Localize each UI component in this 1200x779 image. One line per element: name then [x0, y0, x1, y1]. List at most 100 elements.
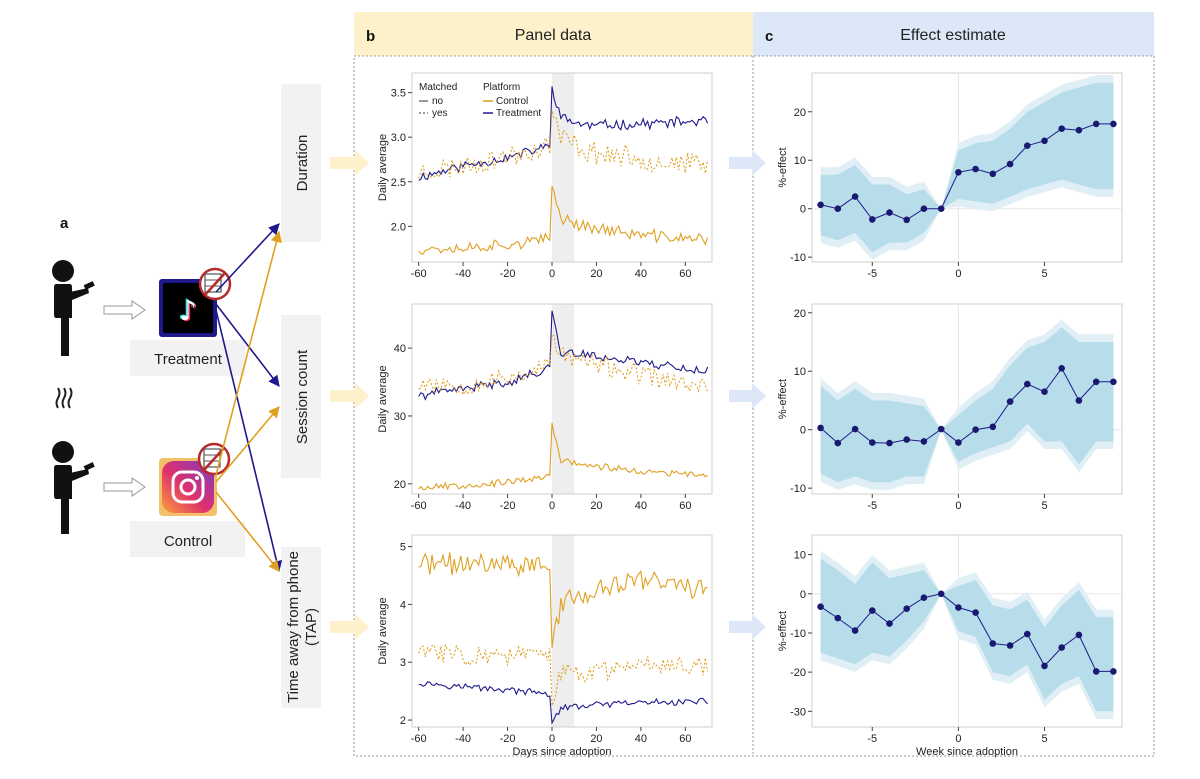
x-tick-label: -20 — [500, 500, 516, 512]
estimate-point — [1041, 137, 1048, 145]
x-tick-label: 60 — [679, 268, 691, 280]
y-tick-label: 20 — [394, 479, 406, 491]
estimate-point — [869, 607, 876, 614]
x-tick-label: 0 — [955, 268, 961, 280]
legend-yes-label: yes — [432, 108, 448, 119]
panel-b-header: Panel data — [515, 27, 592, 44]
panel-c-header: Effect estimate — [900, 27, 1006, 44]
y-tick-label: 4 — [400, 599, 406, 611]
estimate-point — [869, 216, 876, 223]
estimate-point — [1110, 120, 1117, 128]
y-tick-label: 10 — [794, 550, 806, 562]
series-line-control-matched — [418, 110, 709, 179]
estimate-point — [851, 425, 859, 433]
estimate-point — [1041, 662, 1048, 670]
estimate-point — [989, 423, 997, 431]
svg-text:♪: ♪ — [179, 294, 197, 327]
legend-treatment-label: Treatment — [496, 108, 541, 119]
y-tick-label: 40 — [394, 343, 406, 355]
ci-ribbon-inner — [820, 82, 1114, 253]
outcome-tap-label-1: Time away from phone — [285, 551, 302, 703]
outcome-box-tap — [281, 547, 321, 708]
adoption-window-shade — [552, 535, 575, 727]
estimate-point — [903, 436, 910, 443]
x-tick-label: 20 — [590, 733, 602, 745]
y-tick-label: 3 — [400, 657, 406, 669]
estimate-point — [851, 193, 859, 200]
estimate-point — [886, 620, 893, 627]
x-tick-label: -40 — [455, 500, 471, 512]
outcome-session-label: Session count — [294, 349, 311, 444]
x-tick-label: -40 — [455, 733, 471, 745]
estimate-point — [920, 205, 928, 212]
estimate-point — [937, 425, 945, 433]
y-tick-label: 0 — [800, 204, 806, 216]
no-tap-badge-icon — [198, 267, 232, 301]
x-tick-label: 20 — [590, 268, 602, 280]
x-tick-label: 5 — [1041, 733, 1047, 745]
series-line-control-matched — [418, 643, 709, 706]
x-tick-label: -60 — [411, 733, 427, 745]
y-tick-label: -20 — [790, 667, 806, 679]
x-axis-label: Week since adoption — [916, 746, 1018, 758]
x-tick-label: -60 — [411, 500, 427, 512]
x-tick-label: 5 — [1041, 268, 1047, 280]
y-tick-label: -10 — [790, 483, 806, 495]
estimate-point — [1058, 365, 1065, 372]
y-axis-label: %-effect — [777, 379, 789, 419]
estimate-point — [817, 603, 824, 610]
x-tick-label: 0 — [549, 268, 555, 280]
estimate-point — [1075, 397, 1083, 404]
estimate-point — [903, 216, 910, 224]
y-tick-label: 5 — [400, 542, 406, 554]
svg-text:♪: ♪ — [181, 295, 199, 328]
series-line-control-matched — [418, 333, 709, 397]
control-arrows — [215, 230, 282, 572]
chart-tap-effect: -5 0 5 -30 -20 -10 0 10 %-effect Week since adopt… — [777, 534, 1123, 758]
treatment-label-box — [130, 340, 245, 376]
legend-no-label: no — [432, 96, 444, 107]
estimate-point — [1092, 378, 1100, 386]
x-tick-label: 40 — [635, 500, 647, 512]
estimate-point — [1092, 120, 1100, 128]
series-line-control-unmatched — [418, 186, 709, 255]
estimate-point — [1024, 630, 1031, 638]
adoption-window-shade — [552, 304, 575, 494]
estimate-point — [972, 426, 979, 434]
estimate-point — [869, 439, 876, 446]
estimate-point — [1006, 160, 1014, 168]
panel-c-letter: c — [765, 28, 773, 45]
series-line-control-unmatched — [418, 552, 708, 648]
estimate-point — [1110, 378, 1117, 386]
estimate-point — [972, 609, 979, 616]
legend: Matched no yes Platform Control Treatmen… — [419, 82, 541, 119]
y-axis-label: %-effect — [777, 611, 789, 651]
estimate-point — [851, 627, 859, 634]
treatment-label: Treatment — [154, 351, 223, 368]
estimate-point — [937, 205, 945, 212]
similarity-icon — [55, 387, 73, 409]
treatment-arrows — [215, 223, 283, 573]
x-tick-label: 5 — [1041, 500, 1047, 512]
y-axis-label: Daily average — [377, 134, 389, 201]
y-tick-label: 2.0 — [391, 221, 406, 233]
person-control-icon — [52, 441, 95, 534]
y-tick-label: 10 — [794, 366, 806, 378]
x-tick-label: -60 — [411, 268, 427, 280]
x-tick-label: 40 — [635, 268, 647, 280]
estimate-point — [955, 604, 962, 611]
outcome-box-duration — [281, 84, 321, 242]
y-tick-label: 0 — [800, 589, 806, 601]
y-tick-label: 0 — [800, 425, 806, 437]
estimate-point — [1024, 380, 1031, 388]
y-tick-label: 2.5 — [391, 177, 406, 189]
estimate-point — [955, 439, 962, 446]
x-tick-label: -5 — [867, 733, 877, 745]
x-axis-label: Days since adoption — [512, 746, 611, 758]
legend-platform-title: Platform — [483, 82, 520, 93]
panel-a-letter: a — [60, 215, 69, 232]
estimate-point — [903, 605, 910, 612]
outcome-tap-label-2: (TAP) — [303, 608, 320, 646]
estimate-line — [820, 367, 1114, 444]
x-tick-label: -40 — [455, 268, 471, 280]
